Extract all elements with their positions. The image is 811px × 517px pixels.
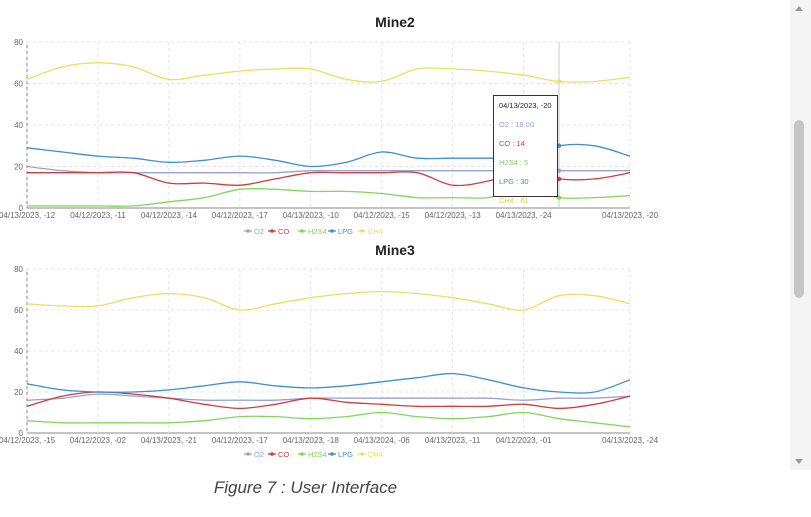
series-line-o2 [26, 393, 631, 401]
x-tick-label: 04/12/2023, -15 [354, 211, 411, 220]
figure-caption: Figure 7 : User Interface [213, 478, 398, 497]
active-point-ch4 [556, 79, 562, 84]
x-tick-label: 04/13/2023, -18 [283, 436, 340, 445]
legend-marker-co [270, 452, 274, 456]
y-tick-label: 60 [14, 80, 23, 89]
y-tick-label: 0 [19, 204, 24, 213]
tooltip-lpg: LPG : 30 [499, 177, 529, 186]
series-line-h2s4 [26, 411, 631, 428]
legend-marker-h2s4 [300, 452, 304, 456]
legend-marker-ch4 [360, 452, 364, 456]
y-tick-label: 40 [14, 121, 23, 130]
y-tick-label: 20 [14, 163, 23, 172]
legend-marker-lpg [330, 229, 334, 233]
x-tick-label: 04/12/2023, -11 [70, 211, 126, 220]
dashboard-panel: Mine2 0 20 40 60 80 04/13/2023, -12 04/12/2023… [0, 14, 659, 459]
x-tick-label: 04/13/2023, -11 [425, 436, 481, 445]
x-tick-label: 04/12/2023, -15 [0, 436, 56, 445]
x-tick-label: 04/13/2023, -20 [602, 211, 659, 220]
series-line-co [26, 391, 631, 410]
y-tick-label: 20 [14, 388, 23, 397]
tooltip-co: CO : 14 [499, 139, 525, 148]
legend-label-lpg: LPG [338, 450, 353, 459]
y-tick-label: 40 [14, 347, 23, 356]
chart-title-mine3: Mine3 [375, 242, 415, 258]
legend-marker-lpg [330, 452, 334, 456]
y-tick-label: 80 [14, 38, 23, 47]
legend-label-lpg: LPG [338, 227, 353, 236]
x-tick-label: 04/12/2023, -13 [425, 211, 482, 220]
x-tick-label: 04/12/2023, -01 [496, 436, 553, 445]
chart-title-mine2: Mine2 [375, 14, 415, 30]
scroll-up-icon[interactable] [795, 6, 803, 11]
legend-label-ch4: CH4 [368, 227, 383, 236]
mine3-line-chart: 0 20 40 60 80 04/12/2023, -15 04/12/2023, -02 0… [0, 265, 659, 459]
y-tick-label: 60 [14, 306, 23, 315]
x-tick-label: 04/13/2024, -06 [354, 436, 411, 445]
tooltip-ch4: CH4 : 61 [499, 196, 529, 205]
legend-marker-o2 [246, 452, 250, 456]
series-line-lpg [26, 372, 631, 394]
tooltip-o2: O2 : 18.00 [499, 120, 535, 129]
x-tick-label: 04/13/2023, -24 [602, 436, 659, 445]
series-line-ch4 [26, 62, 631, 83]
tooltip-h2s4: H2S4 : 5 [499, 158, 529, 167]
x-tick-label: 04/12/2023, -02 [70, 436, 127, 445]
scroll-down-icon[interactable] [795, 459, 803, 464]
legend-label-h2s4: H2S4 [308, 450, 327, 459]
tooltip-date: 04/13/2023, -20 [499, 101, 552, 110]
y-tick-label: 0 [19, 429, 24, 438]
legend-label-h2s4: H2S4 [308, 227, 327, 236]
scrollbar-thumb[interactable] [794, 120, 804, 298]
x-tick-label: 04/13/2023, -24 [496, 211, 553, 220]
x-tick-label: 04/13/2023, -21 [141, 436, 198, 445]
y-tick-label: 80 [14, 265, 23, 274]
legend-marker-ch4 [360, 229, 364, 233]
legend-label-o2: O2 [254, 450, 264, 459]
chart-tooltip: 04/13/2023, -20 O2 : 18.00 CO : 14 H2S4 … [493, 95, 558, 205]
x-tick-label: 04/13/2023, -10 [283, 211, 340, 220]
x-tick-label: 04/12/2023, -14 [141, 211, 198, 220]
legend-label-co: CO [278, 450, 289, 459]
vertical-scrollbar[interactable] [790, 0, 811, 470]
mine2-line-chart: 0 20 40 60 80 04/13/2023, -12 04/12/2023, -11 0… [0, 38, 659, 236]
legend-label-ch4: CH4 [368, 450, 383, 459]
legend-marker-o2 [246, 229, 250, 233]
x-tick-label: 04/12/2023, -17 [212, 211, 269, 220]
legend-label-co: CO [278, 227, 289, 236]
x-tick-label: 04/13/2023, -12 [0, 211, 56, 220]
legend-marker-co [270, 229, 274, 233]
series-line-ch4 [26, 290, 631, 311]
legend-marker-h2s4 [300, 229, 304, 233]
legend-label-o2: O2 [254, 227, 264, 236]
x-tick-label: 04/12/2023, -17 [212, 436, 269, 445]
